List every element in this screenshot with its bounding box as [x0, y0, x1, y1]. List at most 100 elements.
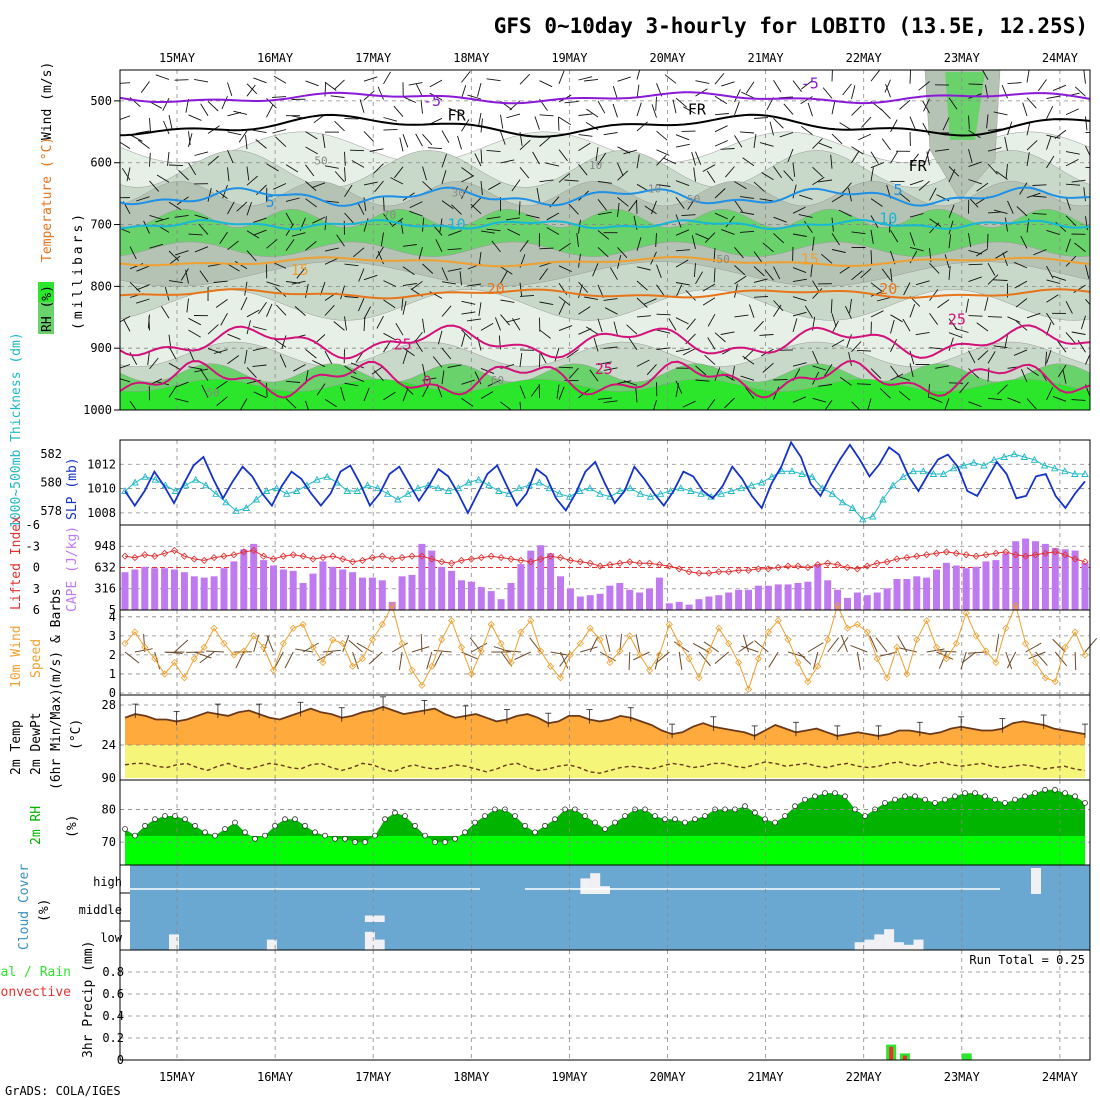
cape-bar	[1041, 543, 1049, 610]
pressure-tick-label: 500	[90, 94, 112, 108]
wind10m-marker	[339, 639, 347, 648]
wind-barb	[215, 190, 228, 199]
wind-barb	[539, 136, 551, 147]
rh2m-marker	[1032, 790, 1038, 796]
cape-bar	[487, 591, 495, 610]
li-marker	[190, 555, 198, 563]
wind-barb	[948, 318, 958, 331]
wind-barb	[358, 268, 365, 282]
thickness-marker	[1081, 470, 1089, 477]
rh2m-label-1: 2m RH	[29, 806, 44, 845]
wind-barb	[725, 166, 735, 178]
cape-bar	[299, 583, 307, 610]
wind-barb	[539, 247, 554, 250]
wind-barb	[830, 154, 833, 169]
wind10m-barb	[194, 651, 212, 659]
wind-barb	[636, 359, 650, 367]
wind-barb	[324, 350, 333, 364]
wind10m-barb	[1028, 651, 1046, 660]
wind-barb	[245, 135, 248, 150]
rh2m-marker	[322, 832, 328, 839]
wind-barb	[812, 350, 819, 365]
temperature-contour-label: FR	[448, 107, 467, 125]
wind10m-marker	[962, 609, 970, 617]
wind-barb	[129, 400, 137, 410]
wind-barb	[281, 335, 287, 349]
thickness-marker	[909, 467, 917, 475]
cape-bar	[121, 572, 129, 610]
cape-bar	[586, 595, 594, 610]
slp-label: SLP (mb)	[65, 457, 80, 520]
precip-tick-label: 0.6	[102, 987, 124, 1001]
slp-lines	[121, 440, 1089, 523]
wind-barb	[207, 187, 212, 202]
wind-barb	[545, 162, 560, 167]
thickness-marker	[687, 487, 695, 494]
wind-barb	[266, 238, 278, 249]
wind-barb	[1004, 217, 1008, 232]
wind10m-barb	[274, 651, 284, 669]
rh2m-marker	[812, 793, 818, 800]
rh2m-marker	[262, 832, 268, 839]
wind-barb	[792, 233, 807, 237]
wind-barb	[129, 246, 137, 260]
cape-bar	[804, 581, 812, 610]
wind-barb	[1052, 84, 1067, 92]
wind-barb	[714, 113, 729, 116]
wind10m-barb	[807, 642, 824, 653]
wind-barb	[1052, 395, 1067, 402]
wind-barb	[266, 104, 274, 118]
wind-barb	[556, 384, 560, 399]
wind-barb	[451, 204, 462, 215]
li-marker	[170, 546, 179, 555]
li-marker	[893, 555, 901, 563]
thickness-marker	[1030, 455, 1039, 463]
cape-bar	[378, 580, 386, 610]
cape-bar	[774, 584, 782, 610]
wind-barb	[402, 388, 409, 402]
wind-barb	[402, 96, 416, 103]
wind-barb	[818, 142, 833, 149]
thickness-marker	[191, 475, 200, 483]
wind-barb	[220, 312, 228, 326]
wind10m-marker	[170, 658, 179, 667]
wind-barb	[617, 380, 632, 384]
cloud-bar-low	[884, 929, 895, 950]
wind-barb	[1046, 279, 1061, 284]
rh2m-marker	[762, 816, 768, 823]
wind-barb	[350, 375, 365, 383]
wind-barb	[1046, 134, 1061, 139]
wind-barb	[753, 117, 769, 119]
li-marker	[1031, 551, 1040, 559]
wind-barb	[461, 311, 476, 315]
wind-barb	[357, 298, 365, 312]
cape-bar	[557, 576, 564, 610]
li-marker	[319, 554, 327, 562]
wind-barb	[415, 133, 423, 147]
cloud-band-label: middle	[79, 903, 122, 917]
wind10m-barb	[837, 637, 849, 653]
wind-barb	[518, 201, 521, 216]
rh2m-marker	[482, 813, 488, 819]
wind10m-barb	[968, 651, 987, 654]
thickness-marker	[373, 484, 382, 492]
wind-barb	[447, 364, 462, 368]
rh2m-marker	[312, 829, 318, 836]
wind10m-label-2: Speed	[29, 639, 44, 678]
cape-bar	[992, 560, 1000, 610]
cape-bar	[171, 569, 178, 610]
thickness-marker	[646, 492, 655, 500]
thickness-marker	[1061, 467, 1069, 475]
wind-barb	[568, 367, 579, 379]
wind-barb	[1026, 70, 1030, 83]
rh2m-marker	[832, 790, 838, 796]
contour-10	[120, 218, 1090, 231]
wind10m-barb	[266, 635, 274, 653]
wind-barb	[227, 201, 235, 215]
wind-barb	[233, 110, 248, 115]
temperature-contour-label: FR	[909, 157, 928, 175]
precip-convective-bar	[902, 1055, 907, 1060]
wind10m-marker	[537, 647, 545, 655]
